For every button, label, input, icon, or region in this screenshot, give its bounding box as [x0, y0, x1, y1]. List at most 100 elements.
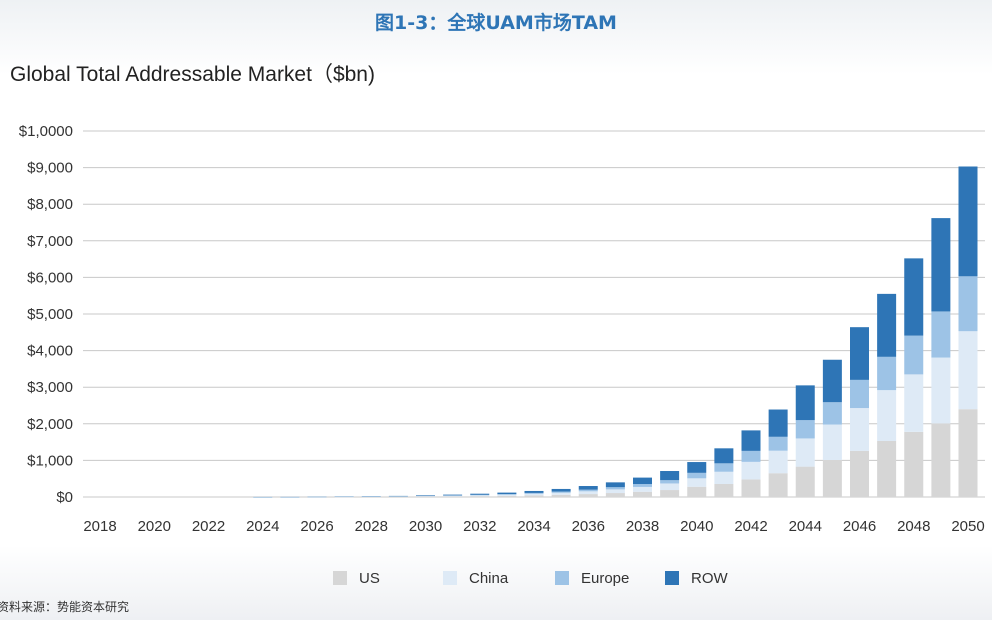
x-tick-label: 2044 [789, 518, 822, 535]
bar-row-2040 [687, 462, 707, 473]
bar-europe-2050 [958, 276, 978, 332]
bar-europe-2035 [551, 491, 571, 493]
bar-china-2039 [660, 483, 680, 491]
bar-europe-2033 [497, 494, 517, 495]
bar-china-2031 [443, 495, 463, 497]
bar-us-2033 [497, 495, 517, 497]
bar-europe-2048 [904, 335, 924, 375]
bar-europe-2037 [605, 487, 625, 490]
bar-row-2041 [714, 448, 734, 464]
bar-us-2034 [524, 495, 544, 497]
bar-europe-2042 [741, 450, 761, 462]
bar-europe-2045 [822, 402, 842, 425]
x-tick-label: 2034 [517, 518, 550, 535]
bar-row-2033 [497, 492, 517, 495]
bar-europe-2041 [714, 463, 734, 472]
bar-china-2047 [877, 390, 897, 442]
x-tick-label: 2028 [355, 518, 388, 535]
bar-china-2045 [822, 424, 842, 461]
legend-swatch-europe [555, 571, 569, 585]
x-tick-label: 2038 [626, 518, 659, 535]
legend-swatch-us [333, 571, 347, 585]
bar-us-2040 [687, 486, 707, 497]
bar-us-2032 [470, 496, 490, 497]
x-tick-label: 2048 [897, 518, 930, 535]
bar-us-2035 [551, 494, 571, 497]
bar-china-2043 [768, 450, 788, 474]
y-tick-label: $2,000 [27, 416, 73, 433]
bar-row-2034 [524, 490, 544, 493]
bar-europe-2046 [850, 379, 869, 409]
bar-us-2044 [795, 466, 815, 497]
x-tick-label: 2024 [246, 518, 279, 535]
y-tick-label: $5,000 [27, 306, 73, 323]
x-tick-label: 2046 [843, 518, 876, 535]
bar-china-2049 [931, 357, 951, 424]
bar-row-2030 [416, 495, 435, 496]
y-tick-label: $4,000 [27, 343, 73, 360]
bar-row-2045 [822, 359, 842, 403]
bar-row-2049 [931, 218, 951, 312]
bar-us-2046 [850, 450, 869, 497]
source-note: 资料来源：势能资本研究 [0, 600, 130, 614]
x-tick-label: 2036 [572, 518, 605, 535]
bar-row-2042 [741, 430, 761, 451]
y-tick-label: $8,000 [27, 196, 73, 213]
bar-europe-2034 [524, 492, 544, 494]
chart-title: Global Total Addressable Market（$bn) [10, 63, 375, 86]
bar-china-2034 [524, 493, 544, 496]
bar-row-2031 [443, 494, 463, 496]
bar-europe-2043 [768, 436, 788, 451]
x-tick-label: 2040 [680, 518, 713, 535]
bar-us-2045 [822, 460, 842, 497]
legend-label-row: ROW [691, 570, 729, 587]
x-tick-label: 2030 [409, 518, 442, 535]
bar-row-2036 [578, 486, 598, 490]
bar-us-2047 [877, 441, 897, 497]
bar-china-2040 [687, 478, 707, 487]
legend-swatch-china [443, 571, 457, 585]
bar-row-2044 [795, 385, 815, 421]
bar-row-2039 [660, 471, 680, 481]
y-tick-label: $0 [56, 489, 73, 506]
bar-china-2038 [633, 486, 652, 492]
x-tick-label: 2042 [734, 518, 767, 535]
bar-us-2036 [578, 494, 598, 497]
bar-europe-2039 [660, 480, 680, 484]
legend-swatch-row [665, 571, 679, 585]
y-tick-label: $7,000 [27, 233, 73, 250]
bar-row-2035 [551, 488, 571, 492]
legend-label-europe: Europe [581, 570, 629, 587]
figure-title: 图1-3：全球UAM市场TAM [375, 12, 617, 34]
bar-row-2037 [605, 482, 625, 488]
bar-us-2048 [904, 431, 924, 497]
x-tick-label: 2050 [951, 518, 984, 535]
bar-china-2048 [904, 374, 924, 432]
bar-china-2033 [497, 494, 517, 496]
bar-row-2046 [850, 327, 869, 380]
bar-us-2049 [931, 423, 951, 497]
bar-us-2037 [605, 493, 625, 497]
legend-label-china: China [469, 570, 509, 587]
bar-us-2042 [741, 479, 761, 497]
bar-europe-2049 [931, 311, 951, 358]
bar-china-2046 [850, 408, 869, 451]
bar-china-2042 [741, 461, 761, 480]
bar-europe-2038 [633, 484, 652, 487]
bar-us-2041 [714, 484, 734, 497]
bar-china-2050 [958, 331, 978, 410]
y-tick-label: $1,0000 [19, 123, 73, 140]
x-tick-label: 2018 [83, 518, 116, 535]
y-tick-label: $6,000 [27, 269, 73, 286]
bar-china-2032 [470, 495, 490, 497]
bar-china-2035 [551, 492, 571, 495]
bar-row-2032 [470, 493, 490, 495]
bar-row-2047 [877, 293, 897, 357]
bar-china-2036 [578, 491, 598, 495]
bar-china-2044 [795, 438, 815, 467]
bar-europe-2044 [795, 420, 815, 439]
bar-europe-2040 [687, 472, 707, 479]
bar-row-2048 [904, 258, 924, 336]
x-tick-label: 2020 [138, 518, 171, 535]
